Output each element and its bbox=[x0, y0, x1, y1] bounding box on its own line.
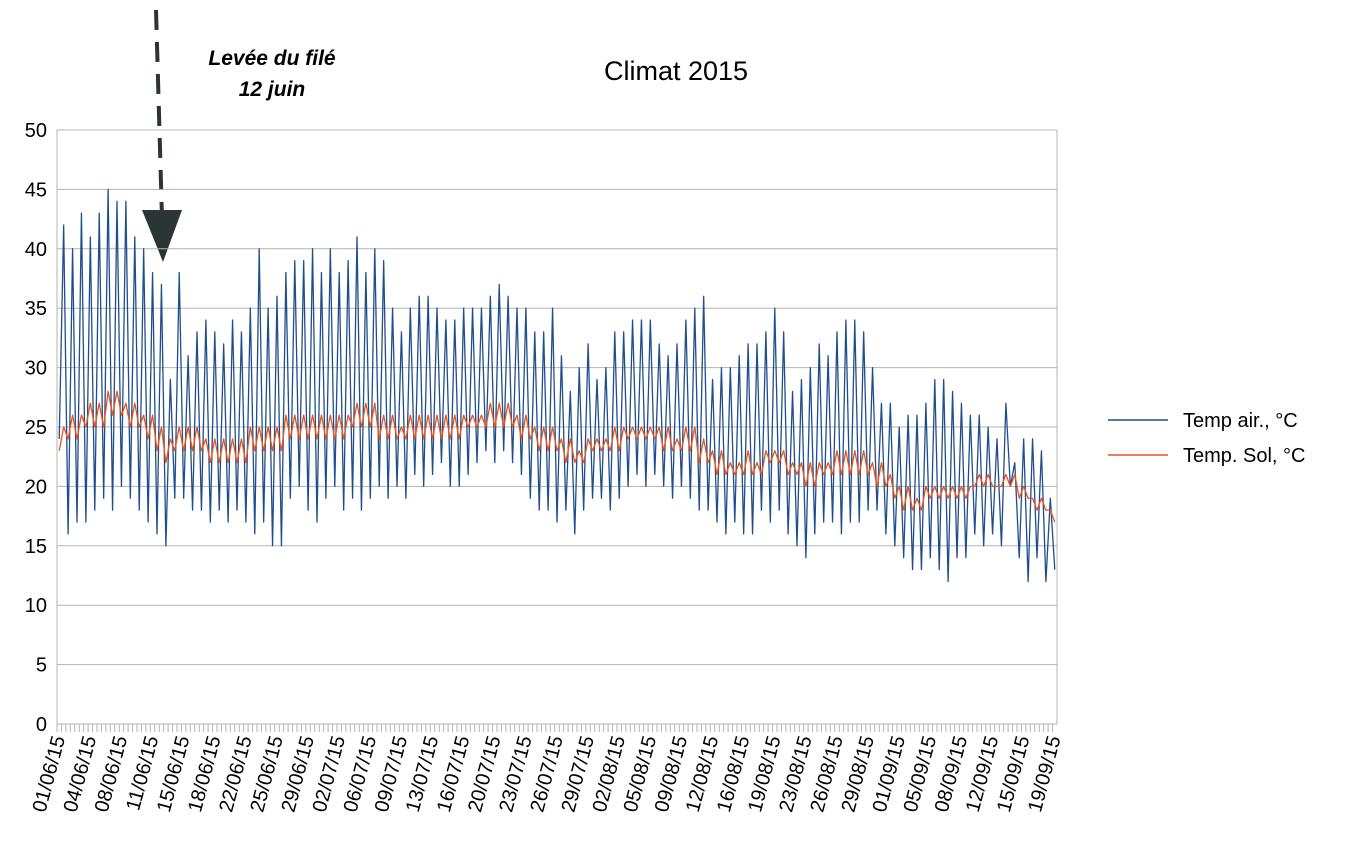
y-tick-label: 10 bbox=[25, 595, 47, 617]
y-tick-label: 45 bbox=[25, 179, 47, 201]
y-tick-label: 30 bbox=[25, 358, 47, 380]
legend-label: Temp air., °C bbox=[1183, 410, 1298, 432]
y-tick-label: 50 bbox=[25, 120, 47, 142]
annotation-arrowhead bbox=[142, 210, 182, 262]
y-tick-label: 40 bbox=[25, 239, 47, 261]
annotation: 12 juin bbox=[239, 78, 306, 101]
chart-title: Climat 2015 bbox=[604, 56, 748, 86]
series-line bbox=[58, 390, 1056, 523]
legend-label: Temp. Sol, °C bbox=[1183, 445, 1305, 467]
annotation-arrow bbox=[154, 9, 164, 219]
series-line bbox=[58, 188, 1056, 583]
annotation: Levée du filé bbox=[208, 47, 336, 70]
y-tick-label: 25 bbox=[25, 417, 47, 439]
y-tick-label: 35 bbox=[25, 298, 47, 320]
y-tick-label: 5 bbox=[36, 655, 47, 677]
y-tick-label: 20 bbox=[25, 476, 47, 498]
y-tick-label: 0 bbox=[36, 714, 47, 736]
y-tick-label: 15 bbox=[25, 536, 47, 558]
